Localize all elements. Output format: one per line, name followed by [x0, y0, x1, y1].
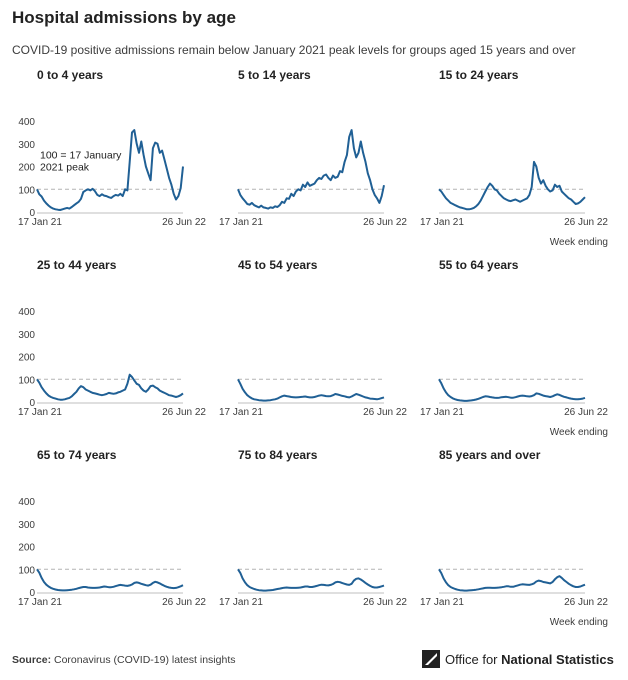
- panel-2: 5 to 14 years 17 Jan 21 26 Jun 22: [219, 68, 407, 228]
- x-tick-label-start: 17 Jan 21: [219, 217, 263, 228]
- panel-title: 5 to 14 years: [238, 68, 311, 82]
- x-tick-label-start: 17 Jan 21: [420, 597, 464, 608]
- page-title: Hospital admissions by age: [12, 8, 236, 27]
- panel-title: 65 to 74 years: [37, 448, 117, 462]
- y-tick-label: 0: [29, 208, 35, 219]
- series-line: [36, 373, 184, 401]
- series-line: [237, 568, 385, 592]
- panel-4: 25 to 44 years 0 100 200 300 400 17 Jan 21 26 J…: [18, 258, 206, 418]
- panel-title: 25 to 44 years: [37, 258, 117, 272]
- panel-8: 75 to 84 years 17 Jan 21 26 Jun 22: [219, 448, 407, 608]
- ons-logo-icon: [422, 650, 440, 668]
- panel-9: 85 years and over 17 Jan 21 26 Jun 22 Week …: [420, 448, 608, 628]
- annotation-line-2: 2021 peak: [40, 162, 90, 174]
- x-tick-label-start: 17 Jan 21: [18, 217, 62, 228]
- x-tick-label-end: 26 Jun 22: [162, 407, 206, 418]
- y-tick-label: 0: [29, 588, 35, 599]
- series-line: [438, 378, 586, 402]
- y-tick-label: 400: [18, 117, 35, 128]
- series-line: [438, 568, 586, 592]
- series-line: [36, 568, 184, 592]
- y-tick-label: 300: [18, 140, 35, 151]
- x-axis-label: Week ending: [550, 617, 608, 628]
- x-tick-label-end: 26 Jun 22: [162, 217, 206, 228]
- x-tick-label-end: 26 Jun 22: [564, 217, 608, 228]
- source-text: Coronavirus (COVID-19) latest insights: [51, 654, 236, 666]
- source-label: Source:: [12, 654, 52, 666]
- y-tick-label: 400: [18, 307, 35, 318]
- series-line: [237, 129, 385, 210]
- series-line: [438, 160, 586, 211]
- panel-title: 45 to 54 years: [238, 258, 318, 272]
- x-tick-label-end: 26 Jun 22: [363, 597, 407, 608]
- ons-logo: Office for National Statistics: [422, 649, 614, 669]
- x-tick-label-end: 26 Jun 22: [564, 597, 608, 608]
- x-tick-label-start: 17 Jan 21: [18, 597, 62, 608]
- panel-title: 55 to 64 years: [439, 258, 519, 272]
- source-note: Source: Coronavirus (COVID-19) latest in…: [12, 654, 236, 666]
- panel-5: 45 to 54 years 17 Jan 21 26 Jun 22: [219, 258, 407, 418]
- x-tick-label-end: 26 Jun 22: [363, 407, 407, 418]
- y-tick-label: 100: [18, 375, 35, 386]
- panel-title: 0 to 4 years: [37, 68, 103, 82]
- y-tick-label: 200: [18, 353, 35, 364]
- panel-title: 85 years and over: [439, 448, 541, 462]
- x-axis-label: Week ending: [550, 427, 608, 438]
- panel-title: 75 to 84 years: [238, 448, 318, 462]
- ons-logo-strong: National Statistics: [501, 651, 614, 667]
- y-tick-label: 200: [18, 163, 35, 174]
- x-tick-label-start: 17 Jan 21: [219, 407, 263, 418]
- x-tick-label-start: 17 Jan 21: [420, 217, 464, 228]
- x-tick-label-end: 26 Jun 22: [162, 597, 206, 608]
- panel-1: 0 to 4 years 0 100 200 300 400 17 Jan 21 26 Jun…: [18, 68, 206, 228]
- panel-title: 15 to 24 years: [439, 68, 519, 82]
- ons-logo-text: Office for National Statistics: [445, 652, 614, 667]
- y-tick-label: 100: [18, 185, 35, 196]
- series-line: [237, 378, 385, 402]
- annotation-line-1: 100 = 17 January: [40, 150, 122, 162]
- x-tick-label-start: 17 Jan 21: [219, 597, 263, 608]
- x-tick-label-end: 26 Jun 22: [564, 407, 608, 418]
- y-tick-label: 300: [18, 520, 35, 531]
- y-tick-label: 300: [18, 330, 35, 341]
- x-tick-label-start: 17 Jan 21: [18, 407, 62, 418]
- page-subtitle: COVID-19 positive admissions remain belo…: [12, 43, 576, 57]
- ons-logo-prefix: Office for: [445, 651, 502, 667]
- y-tick-label: 100: [18, 565, 35, 576]
- y-tick-label: 200: [18, 543, 35, 554]
- panel-7: 65 to 74 years 0 100 200 300 400 17 Jan 21 26 J…: [18, 448, 206, 608]
- y-tick-label: 400: [18, 497, 35, 508]
- x-tick-label-end: 26 Jun 22: [363, 217, 407, 228]
- y-tick-label: 0: [29, 398, 35, 409]
- series-line: [36, 129, 184, 211]
- panel-3: 15 to 24 years 17 Jan 21 26 Jun 22 Week end…: [420, 68, 608, 248]
- x-tick-label-start: 17 Jan 21: [420, 407, 464, 418]
- x-axis-label: Week ending: [550, 237, 608, 248]
- panel-6: 55 to 64 years 17 Jan 21 26 Jun 22 Week end…: [420, 258, 608, 438]
